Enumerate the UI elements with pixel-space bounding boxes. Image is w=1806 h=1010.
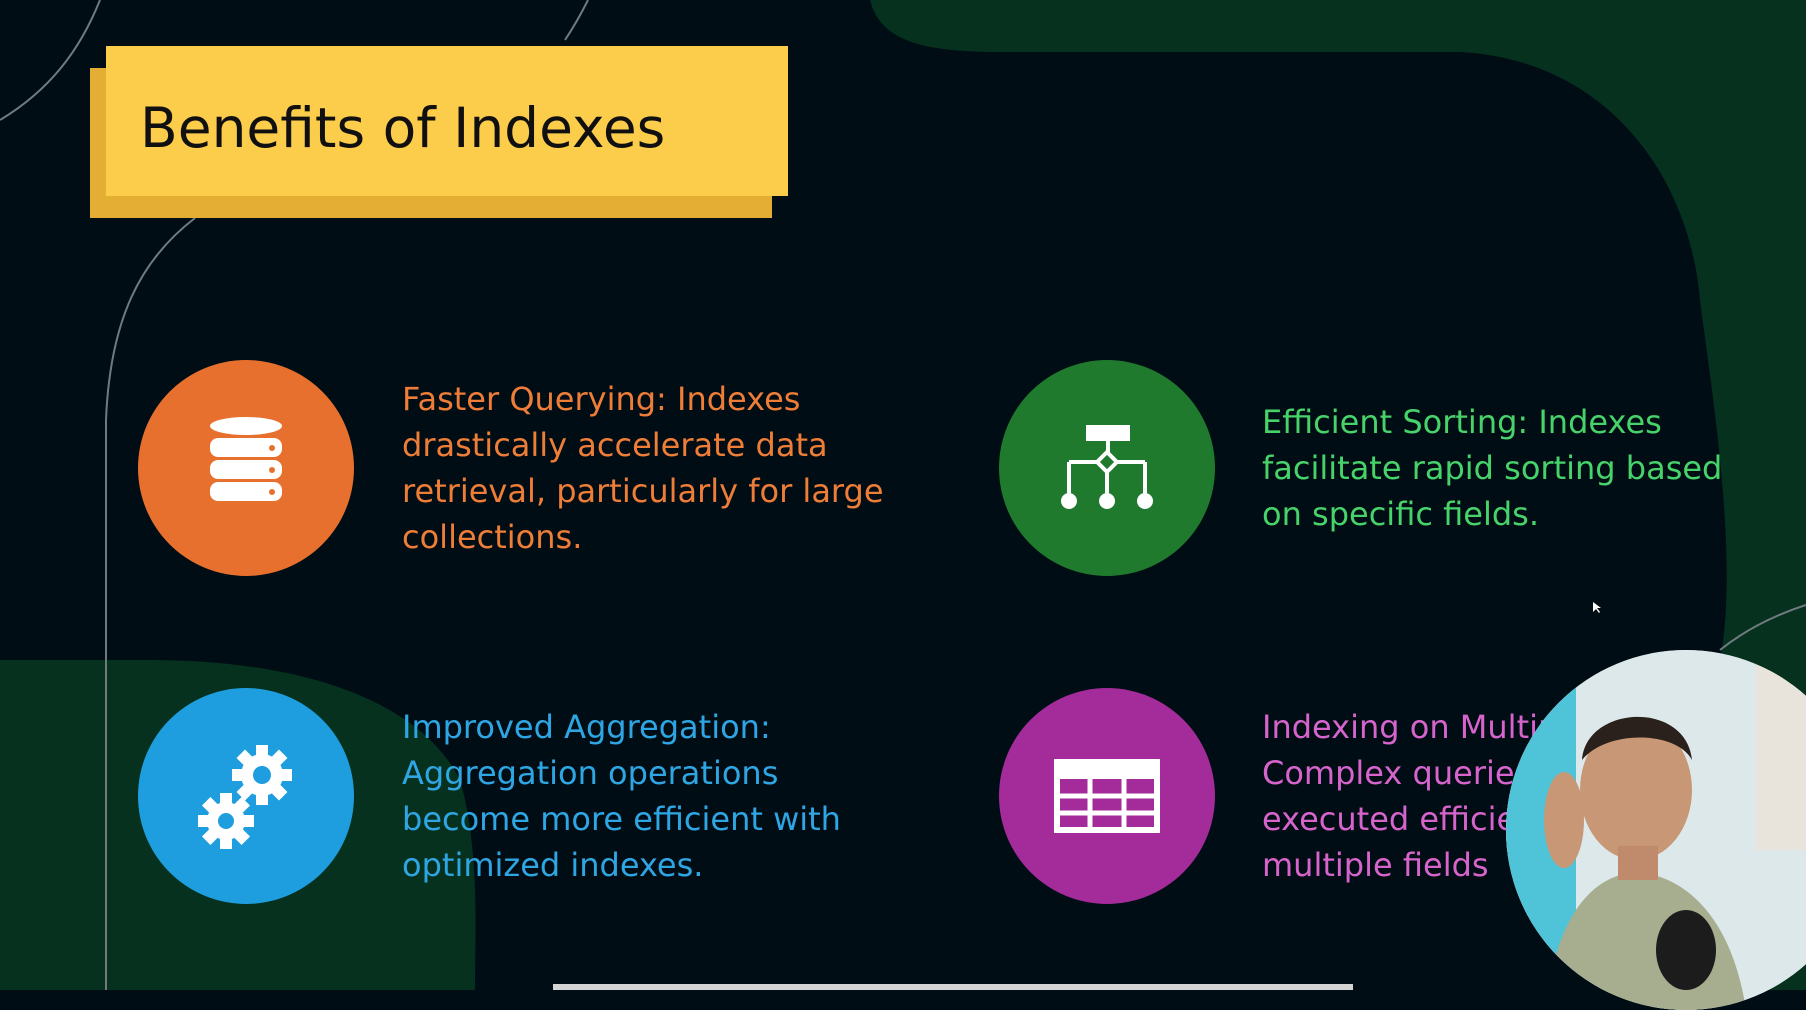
benefit-line: Faster Querying: Indexes xyxy=(402,380,801,418)
benefit-line: become more efficient with xyxy=(402,800,841,838)
mouse-cursor-icon xyxy=(1593,602,1601,613)
faster-querying-badge xyxy=(138,360,354,576)
gears-icon xyxy=(198,745,292,849)
benefit-line: executed efficie xyxy=(1262,800,1517,838)
slide-title: Benefits of Indexes xyxy=(140,96,666,160)
benefit-line: drastically accelerate data xyxy=(402,426,828,464)
benefit-line: retrieval, particularly for large xyxy=(402,472,884,510)
title-banner xyxy=(106,46,788,196)
efficient-sorting-text: Efficient Sorting: Indexes facilitate ra… xyxy=(1262,399,1722,537)
improved-aggregation-text: Improved Aggregation: Aggregation operat… xyxy=(402,704,841,888)
video-progress-bar[interactable] xyxy=(553,984,1353,990)
benefit-line: Aggregation operations xyxy=(402,754,779,792)
multi-field-indexing-text: Indexing on Multipl Complex queries exec… xyxy=(1262,704,1567,888)
efficient-sorting-badge xyxy=(999,360,1215,576)
table-icon xyxy=(1054,759,1160,833)
benefit-line: Complex queries xyxy=(1262,754,1532,792)
database-icon xyxy=(210,417,282,501)
benefit-line: on specific fields. xyxy=(1262,495,1539,533)
hierarchy-icon xyxy=(1061,425,1153,509)
benefit-line: Improved Aggregation: xyxy=(402,708,771,746)
benefit-line: optimized indexes. xyxy=(402,846,704,884)
benefit-line: Efficient Sorting: Indexes xyxy=(1262,403,1662,441)
benefit-line: facilitate rapid sorting based xyxy=(1262,449,1723,487)
benefit-line: collections. xyxy=(402,518,583,556)
benefit-line: Indexing on Multipl xyxy=(1262,708,1568,746)
multi-field-indexing-badge xyxy=(999,688,1215,904)
benefit-line: multiple fields xyxy=(1262,846,1489,884)
faster-querying-text: Faster Querying: Indexes drastically acc… xyxy=(402,376,884,560)
improved-aggregation-badge xyxy=(138,688,354,904)
